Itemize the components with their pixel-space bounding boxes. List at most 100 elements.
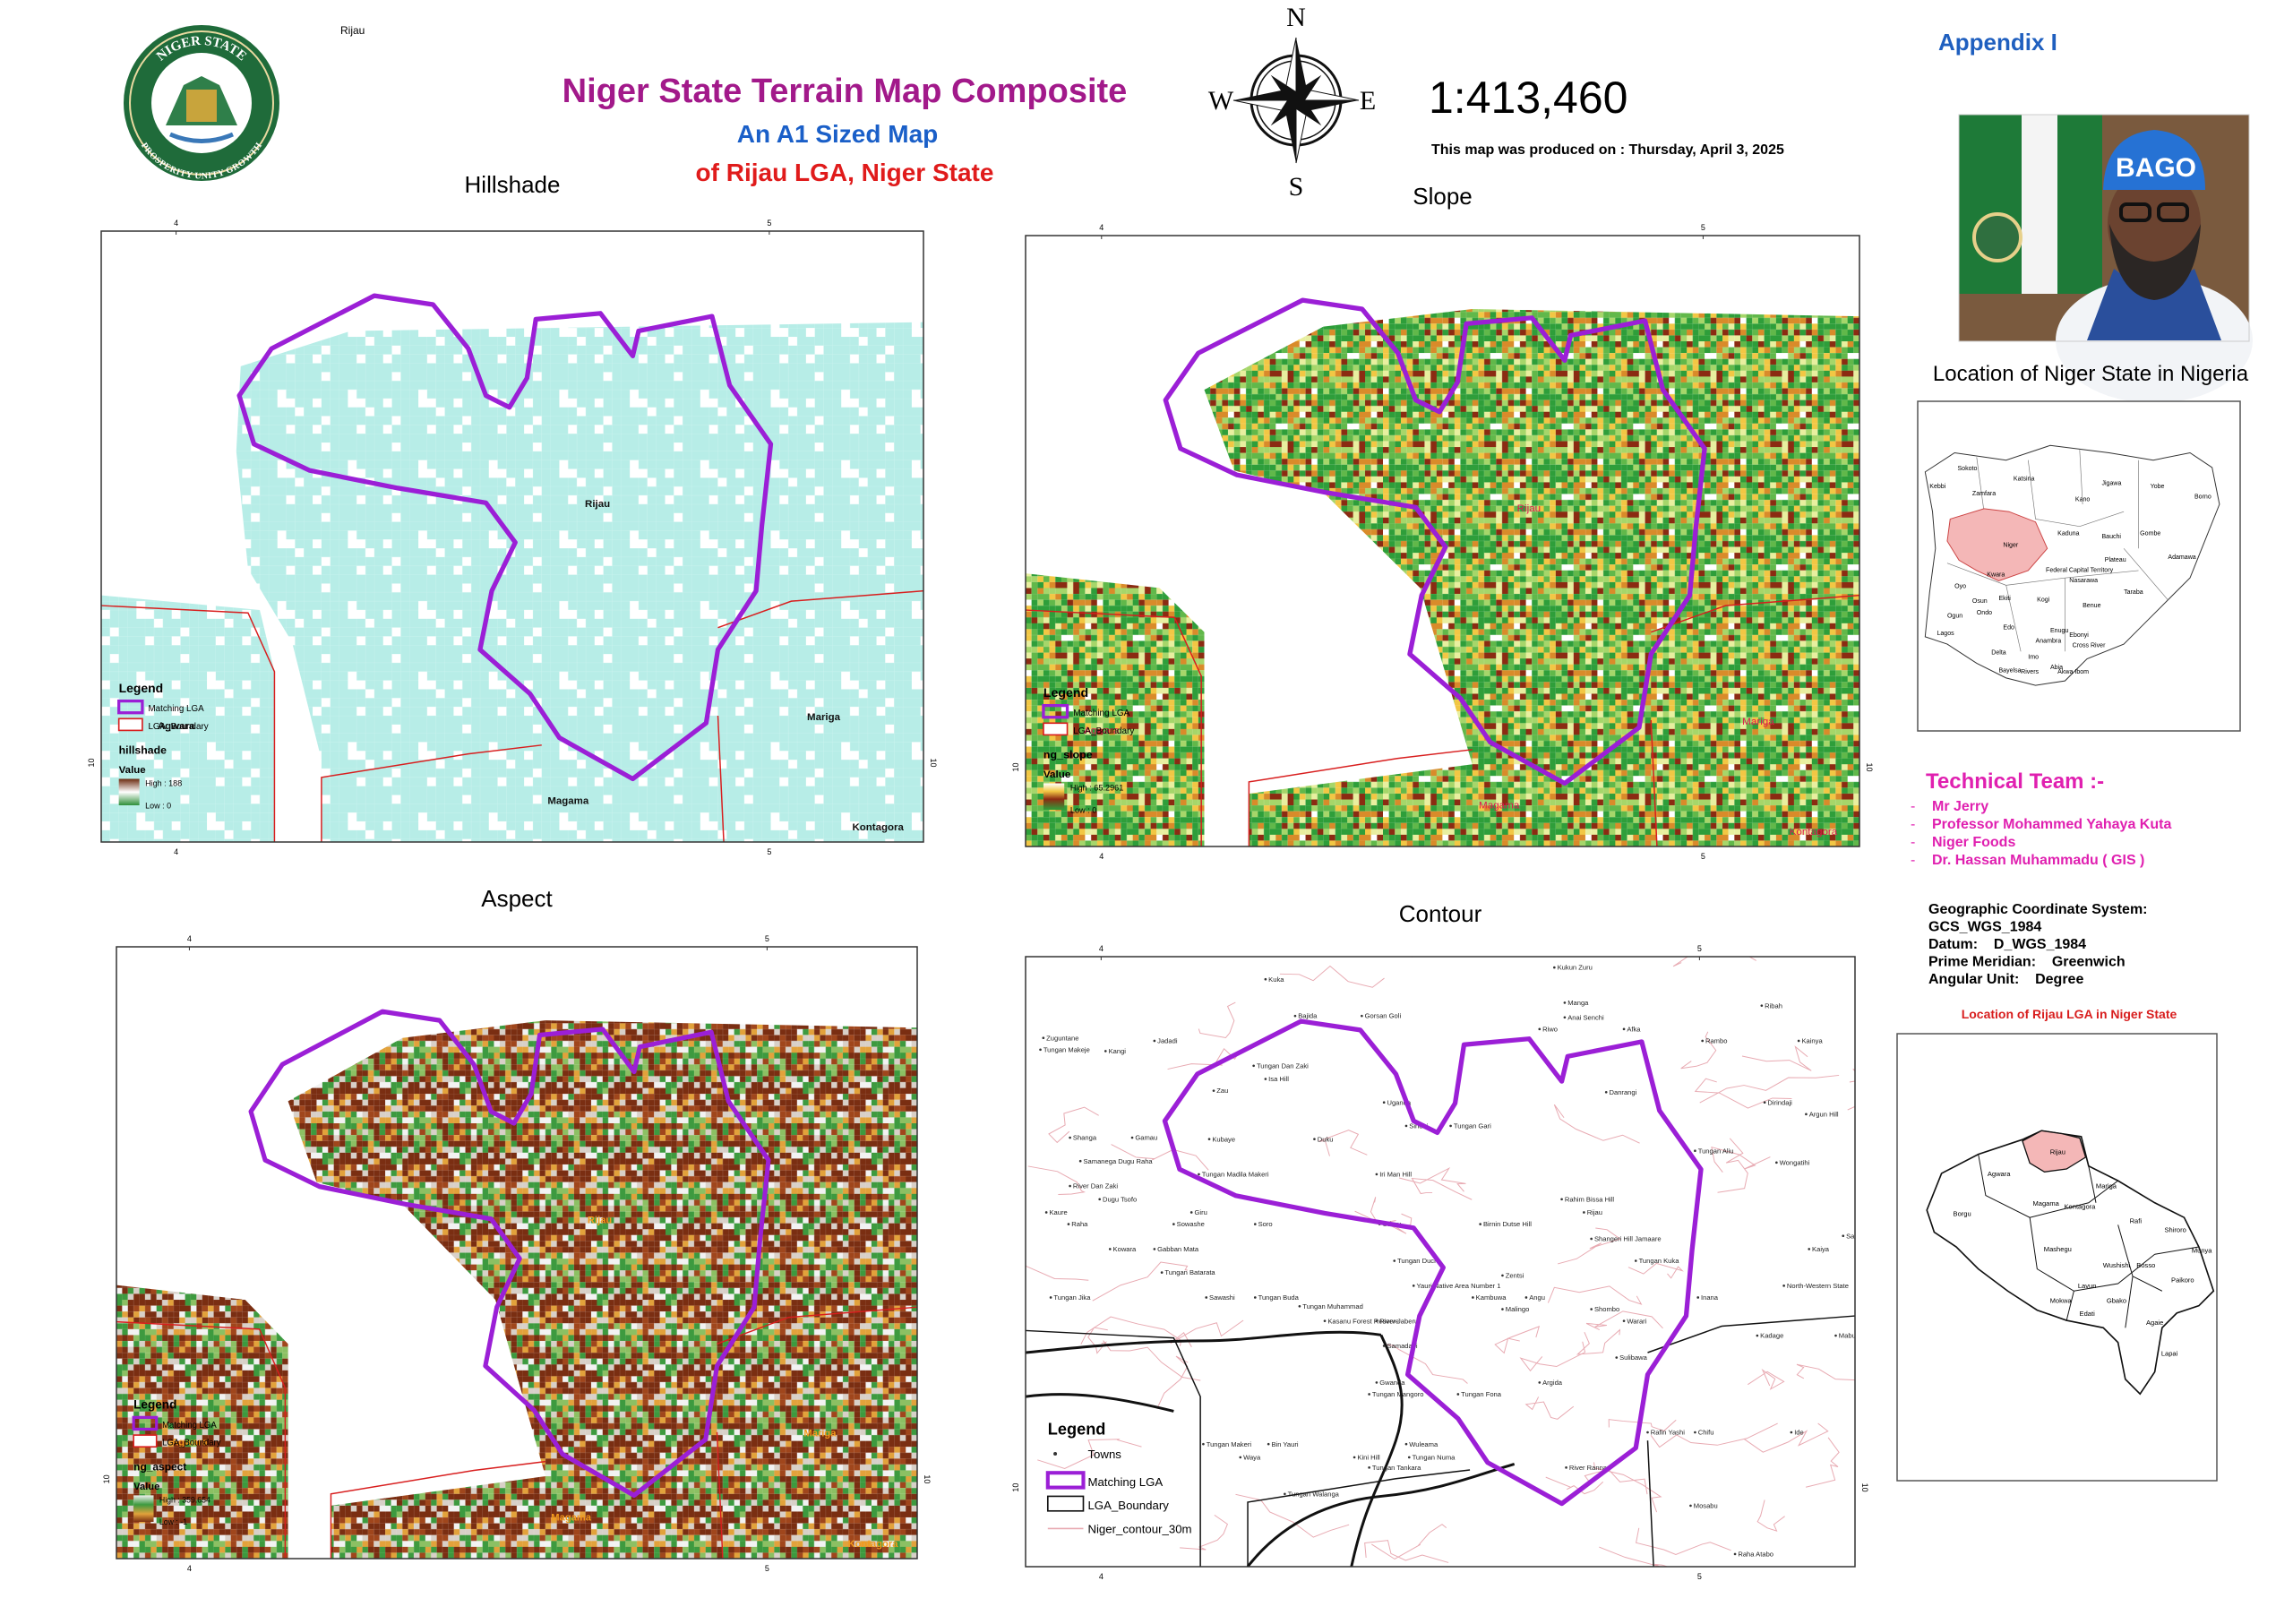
town-marker xyxy=(1198,1173,1200,1176)
contour-line xyxy=(1557,1227,1621,1265)
photo-flag-green-2 xyxy=(2057,115,2102,294)
logo-ring-inner xyxy=(129,30,274,176)
state-label: Rivers xyxy=(2021,669,2039,675)
legend-layer: hillshade xyxy=(119,744,167,757)
grid-label: 5 xyxy=(1697,1572,1702,1581)
town-label: Isa Hill xyxy=(1268,1075,1289,1083)
town-label: Tungan Madila Makeri xyxy=(1202,1171,1269,1179)
town-label: Zau xyxy=(1216,1087,1228,1095)
map-subtitle-lga: of Rijau LGA, Niger State xyxy=(696,159,994,186)
town-label: Tungan Kuka xyxy=(1639,1257,1680,1265)
state-boundary xyxy=(2005,585,2022,652)
town-marker xyxy=(1205,1296,1208,1299)
town-label: Rahim Bissa Hill xyxy=(1565,1195,1615,1203)
state-label: Taraba xyxy=(2124,589,2143,596)
town-label: Tungan Fona xyxy=(1461,1390,1502,1398)
town-label: Soro xyxy=(1258,1220,1273,1228)
legend-swatch xyxy=(1043,722,1069,736)
state-label: Edo xyxy=(2003,625,2014,632)
place-label: Magama xyxy=(1479,800,1520,811)
town-label: Shangeri Hill Jamaare xyxy=(1594,1235,1662,1243)
contour-line xyxy=(1371,1524,1447,1560)
town-label: Tungan Muhammad xyxy=(1302,1302,1363,1310)
town-marker xyxy=(1130,1136,1134,1139)
state-label: Nasarawa xyxy=(2069,578,2098,584)
town-marker xyxy=(1264,1078,1267,1080)
legend-high: High : 188 xyxy=(145,779,182,788)
town-marker xyxy=(1797,1039,1800,1043)
town-label: Tungan Gari xyxy=(1454,1122,1491,1130)
state-boundary xyxy=(2079,450,2083,505)
town-label: Kaure xyxy=(1049,1208,1067,1216)
contour-line xyxy=(1092,1261,1189,1302)
contour-line xyxy=(1576,1328,1621,1355)
contour-line xyxy=(1599,1546,1670,1567)
map-panel: Kuka Kukun Zuru Ribah Manga Anai Senchi Riwo B… xyxy=(1026,957,1870,1567)
contour-line xyxy=(1756,1499,1785,1532)
lga-boundary xyxy=(101,605,276,842)
town-marker xyxy=(1239,1456,1242,1459)
state-label: Kebbi xyxy=(1929,484,1945,490)
town-marker xyxy=(1104,1050,1107,1053)
town-marker xyxy=(1069,1136,1071,1139)
place-label: Kontagora xyxy=(848,1539,899,1550)
terrain xyxy=(288,1020,917,1559)
place-label: Magama xyxy=(551,1512,591,1523)
legend-swatch xyxy=(1045,1471,1086,1490)
town-label: Danrangi xyxy=(1610,1088,1637,1096)
state-label: Imo xyxy=(2028,655,2039,661)
place-label: Rijau xyxy=(1517,503,1542,514)
lga-boundary xyxy=(1647,1315,1855,1353)
town-label: Kangi xyxy=(1109,1047,1127,1055)
town-label: Waya xyxy=(1243,1454,1261,1462)
photo-glasses-left xyxy=(2119,202,2151,222)
state-label: Yobe xyxy=(2151,484,2165,490)
place-label: Kontagora xyxy=(853,822,905,833)
state-label: Plateau xyxy=(2105,557,2126,563)
contour-line xyxy=(1198,1001,1236,1039)
town-marker xyxy=(1622,1027,1626,1031)
town-label: Ribah xyxy=(1765,1001,1782,1010)
contour-line xyxy=(1384,1344,1468,1384)
lga-label: Gbako xyxy=(2107,1296,2126,1304)
terrain xyxy=(1204,308,1859,846)
grid-label: 5 xyxy=(767,219,771,228)
legend-value: Value xyxy=(119,765,146,776)
panel-frame xyxy=(116,946,918,1560)
matching-lga xyxy=(1162,1018,1704,1507)
state-label: Ebonyi xyxy=(2069,632,2089,639)
lga-boundary xyxy=(1650,719,1658,846)
panel-title: Slope xyxy=(1413,183,1473,210)
town-label: Tungan Numa xyxy=(1413,1454,1456,1462)
legend-item: Matching LGA xyxy=(1087,1475,1163,1489)
town-label: Sakaba xyxy=(1846,1232,1870,1240)
contour-line xyxy=(1547,1285,1643,1305)
town-label: Mosabu xyxy=(1694,1502,1718,1510)
lga-boundary xyxy=(116,1320,287,1559)
team-member: Niger Foods xyxy=(1932,835,2015,850)
town-label: Gabban Mata xyxy=(1157,1245,1199,1253)
town-label: Duku xyxy=(1318,1135,1334,1143)
town-marker xyxy=(1694,1149,1696,1153)
town-label: River Jaberu xyxy=(1379,1317,1418,1325)
town-label: Tungan Buda xyxy=(1258,1293,1300,1302)
town-marker xyxy=(1361,1014,1363,1018)
legend-high: High : 359.654 xyxy=(159,1495,210,1504)
legend-ramp xyxy=(133,1495,154,1522)
town-marker xyxy=(1323,1319,1327,1322)
photo-flag-white xyxy=(2022,115,2057,294)
town-label: Dirindaji xyxy=(1767,1098,1792,1106)
grid-label: 10 xyxy=(87,758,96,767)
lga-line xyxy=(2065,1291,2074,1321)
legend-high: High : 65.2961 xyxy=(1070,784,1123,793)
contour-line xyxy=(1650,1422,1778,1448)
town-label: River Dan Zaki xyxy=(1073,1182,1118,1190)
contour-line xyxy=(1680,1031,1717,1070)
niger-state xyxy=(1946,508,2048,581)
contour-line xyxy=(1699,1074,1840,1104)
contour-line xyxy=(1711,1146,1771,1173)
town-marker xyxy=(1646,1431,1649,1434)
map-panel: Rijau Mariga Magama Kontagora Agwara Legend Ma… xyxy=(116,947,917,1559)
town-marker xyxy=(1472,1296,1474,1299)
